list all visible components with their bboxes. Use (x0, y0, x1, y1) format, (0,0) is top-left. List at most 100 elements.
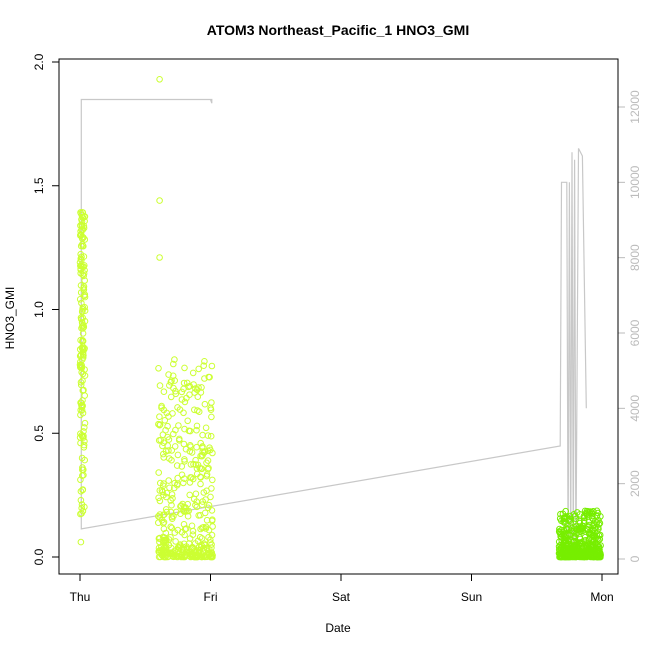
data-point (168, 524, 176, 532)
data-point (197, 439, 204, 447)
data-point (569, 542, 577, 550)
data-point (167, 393, 175, 401)
data-point (78, 403, 86, 411)
data-point (78, 315, 85, 323)
data-point (155, 494, 162, 502)
data-point (156, 413, 163, 421)
data-point (174, 404, 181, 411)
data-point (557, 510, 564, 518)
data-point (79, 307, 86, 315)
data-point (595, 525, 602, 533)
data-point (177, 510, 184, 518)
x-axis: Thu Fri Sat Sun Mon (70, 573, 614, 604)
data-point (157, 479, 164, 487)
data-point (165, 436, 173, 443)
altitude-line (80, 98, 587, 560)
data-point (201, 358, 208, 365)
data-point (80, 270, 88, 277)
data-point (597, 542, 604, 549)
data-point (168, 447, 176, 454)
data-point (169, 495, 176, 502)
y2-tick-label: 2000 (628, 470, 642, 497)
y2-tick-label: 6000 (628, 319, 642, 346)
data-point (79, 314, 87, 322)
data-point (186, 535, 194, 542)
data-point (586, 521, 593, 529)
data-point (193, 426, 200, 434)
data-point (572, 515, 580, 523)
data-point (161, 542, 169, 550)
data-point (175, 422, 182, 429)
data-point (174, 480, 181, 488)
data-point (156, 487, 164, 494)
data-point (81, 456, 88, 464)
data-point (593, 507, 601, 515)
data-point (198, 535, 206, 542)
data-point (586, 531, 593, 538)
y-tick-label: 1.5 (32, 177, 46, 194)
data-point (206, 444, 213, 452)
data-point (565, 537, 573, 545)
data-point (208, 362, 216, 370)
data-point (77, 364, 84, 371)
data-point (181, 364, 188, 372)
data-point (79, 370, 87, 378)
data-point (162, 506, 170, 513)
y2-tick-label: 4000 (628, 395, 642, 422)
data-point (199, 451, 206, 459)
data-point (160, 388, 168, 396)
x-tick-label: Sun (461, 590, 482, 604)
data-point (80, 444, 88, 451)
data-point (207, 536, 214, 544)
data-point-outlier (156, 76, 163, 83)
data-point (592, 525, 599, 532)
data-point (177, 503, 184, 510)
data-point (573, 541, 581, 549)
plot-frame (58, 58, 619, 575)
data-point (558, 537, 566, 544)
data-point (207, 404, 214, 412)
data-point (160, 520, 167, 527)
data-point (175, 547, 182, 554)
data-point (155, 365, 162, 372)
data-point (171, 479, 178, 487)
data-point (200, 362, 207, 370)
data-point (170, 430, 177, 438)
data-point (166, 382, 173, 389)
y-axis-label: HNO3_GMI (3, 287, 17, 350)
data-point (208, 507, 216, 514)
data-point (181, 475, 188, 483)
data-point (80, 242, 87, 250)
data-point (163, 489, 171, 497)
data-point (164, 422, 171, 430)
data-point (594, 542, 601, 550)
data-point-outlier (156, 254, 163, 261)
data-point (156, 514, 164, 521)
y2-tick-label: 8000 (628, 244, 642, 271)
data-point (202, 523, 210, 531)
data-point (81, 503, 88, 511)
data-point (78, 399, 85, 407)
data-point (575, 553, 583, 560)
data-point (167, 523, 174, 531)
data-point (188, 474, 195, 481)
data-point (556, 528, 563, 536)
data-point (194, 552, 201, 560)
data-point (77, 538, 85, 546)
data-point (205, 501, 213, 509)
data-point (155, 469, 162, 476)
y2-tick-label: 10000 (628, 165, 642, 199)
data-point (77, 476, 84, 484)
y-axis-left: 0.0 0.5 1.0 1.5 2.0 (32, 53, 60, 565)
data-point (566, 531, 573, 539)
y-tick-label: 2.0 (32, 53, 46, 70)
data-point (198, 452, 206, 460)
data-point (192, 385, 199, 392)
data-point (205, 464, 212, 472)
data-point (596, 531, 604, 539)
data-point (77, 262, 84, 270)
data-point (171, 356, 178, 363)
data-point (596, 546, 603, 554)
data-point (589, 512, 596, 520)
data-point (159, 431, 167, 439)
